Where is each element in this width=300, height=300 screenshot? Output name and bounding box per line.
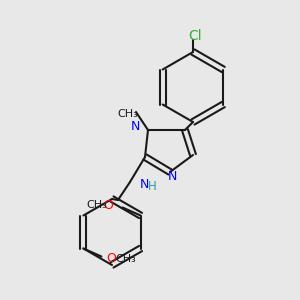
Text: CH₃: CH₃ xyxy=(115,254,136,263)
Text: O: O xyxy=(103,199,113,212)
Text: N: N xyxy=(139,178,149,190)
Text: Cl: Cl xyxy=(188,29,202,43)
Text: N: N xyxy=(130,121,140,134)
Text: N: N xyxy=(167,169,177,182)
Text: H: H xyxy=(148,179,156,193)
Text: CH₃: CH₃ xyxy=(118,109,138,119)
Text: O: O xyxy=(106,252,116,265)
Text: CH₃: CH₃ xyxy=(86,200,107,211)
